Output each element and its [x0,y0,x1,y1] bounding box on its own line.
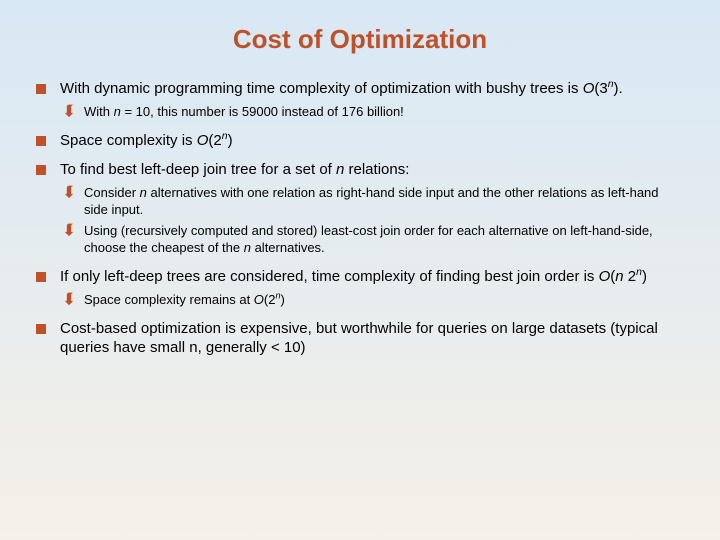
bullet-1-1-text: With n = 10, this number is 59000 instea… [84,104,684,121]
bullet-5: Cost-based optimization is expensive, bu… [36,319,684,357]
bullet-4-text: If only left-deep trees are considered, … [60,267,684,286]
bullet-4-1-text: Space complexity remains at O(2n) [84,292,684,309]
arrow-bullet-icon: ➥ [60,104,76,120]
bullet-3-2: ➥ Using (recursively computed and stored… [60,223,684,256]
bullet-2-text: Space complexity is O(2n) [60,131,684,150]
bullet-3-1-text: Consider n alternatives with one relatio… [84,185,684,218]
slide-title: Cost of Optimization [36,24,684,55]
bullet-1-text: With dynamic programming time complexity… [60,79,684,98]
arrow-bullet-icon: ➥ [60,292,76,308]
bullet-4: If only left-deep trees are considered, … [36,267,684,286]
bullet-5-text: Cost-based optimization is expensive, bu… [60,319,684,357]
square-bullet-icon [36,272,46,282]
bullet-3-2-text: Using (recursively computed and stored) … [84,223,684,256]
bullet-3: To find best left-deep join tree for a s… [36,160,684,179]
square-bullet-icon [36,324,46,334]
bullet-4-1: ➥ Space complexity remains at O(2n) [60,292,684,309]
bullet-1-1: ➥ With n = 10, this number is 59000 inst… [60,104,684,121]
square-bullet-icon [36,84,46,94]
bullet-3-1: ➥ Consider n alternatives with one relat… [60,185,684,218]
bullet-3-text: To find best left-deep join tree for a s… [60,160,684,179]
arrow-bullet-icon: ➥ [60,185,76,201]
square-bullet-icon [36,136,46,146]
bullet-2: Space complexity is O(2n) [36,131,684,150]
square-bullet-icon [36,165,46,175]
bullet-1: With dynamic programming time complexity… [36,79,684,98]
arrow-bullet-icon: ➥ [60,223,76,239]
